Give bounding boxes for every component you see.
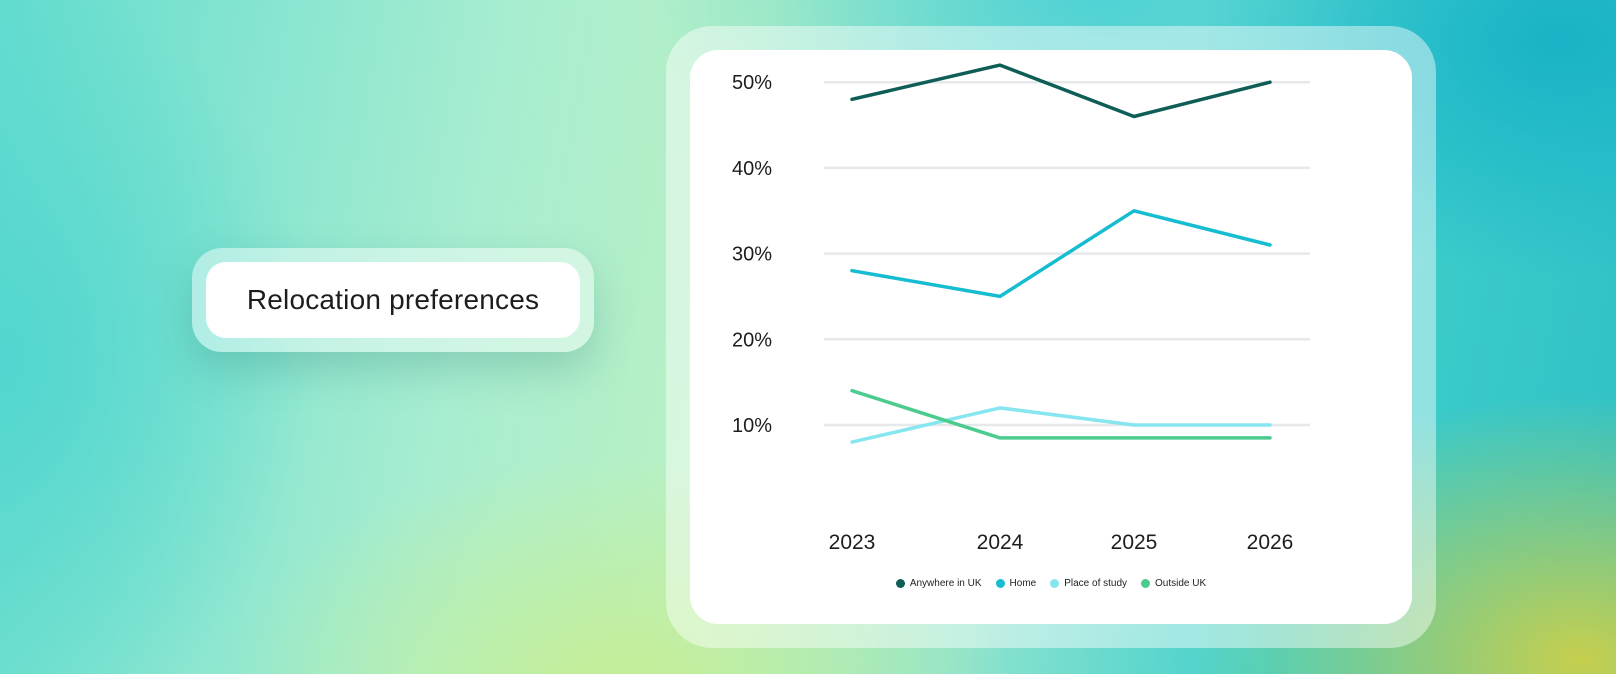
title-pill-inner: Relocation preferences bbox=[206, 262, 580, 338]
x-tick-label: 2025 bbox=[1111, 531, 1158, 554]
legend-item: Place of study bbox=[1050, 578, 1127, 589]
y-tick-label: 10% bbox=[732, 415, 772, 437]
legend-item: Anywhere in UK bbox=[895, 578, 982, 589]
series-line-place-of-study bbox=[850, 406, 1272, 444]
legend-item: Outside UK bbox=[1141, 578, 1206, 589]
series-line-outside-uk bbox=[850, 388, 1272, 440]
legend-dot bbox=[1141, 579, 1151, 588]
chart-card-frame: 10% 20% 30% 40% 50% 2023 2024 2025 2026 Anywhere… bbox=[666, 26, 1436, 648]
chart-card: 10% 20% 30% 40% 50% 2023 2024 2025 2026 Anywhere… bbox=[690, 50, 1412, 624]
series-line-home bbox=[850, 209, 1272, 299]
chart-legend: Anywhere in UK Home Place of study Outside … bbox=[690, 578, 1412, 589]
legend-label: Anywhere in UK bbox=[909, 578, 982, 589]
legend-label: Place of study bbox=[1064, 578, 1128, 589]
legend-dot bbox=[1050, 579, 1060, 588]
y-tick-label: 40% bbox=[732, 158, 772, 180]
series-line-anywhere-in-uk bbox=[850, 63, 1272, 119]
legend-dot bbox=[895, 579, 905, 588]
legend-label: Outside UK bbox=[1155, 578, 1207, 589]
page-title: Relocation preferences bbox=[246, 284, 540, 315]
y-tick-label: 30% bbox=[732, 244, 772, 266]
line-chart: 10% 20% 30% 40% 50% 2023 2024 2025 2026 bbox=[732, 63, 1310, 554]
y-tick-label: 20% bbox=[732, 329, 772, 351]
x-tick-label: 2026 bbox=[1247, 531, 1294, 554]
legend-dot bbox=[995, 579, 1005, 588]
legend-label: Home bbox=[1009, 578, 1037, 589]
x-tick-label: 2023 bbox=[829, 531, 876, 554]
y-tick-label: 50% bbox=[732, 72, 772, 94]
legend-item: Home bbox=[995, 578, 1037, 589]
x-tick-label: 2024 bbox=[977, 531, 1024, 554]
title-pill: Relocation preferences bbox=[192, 248, 594, 352]
